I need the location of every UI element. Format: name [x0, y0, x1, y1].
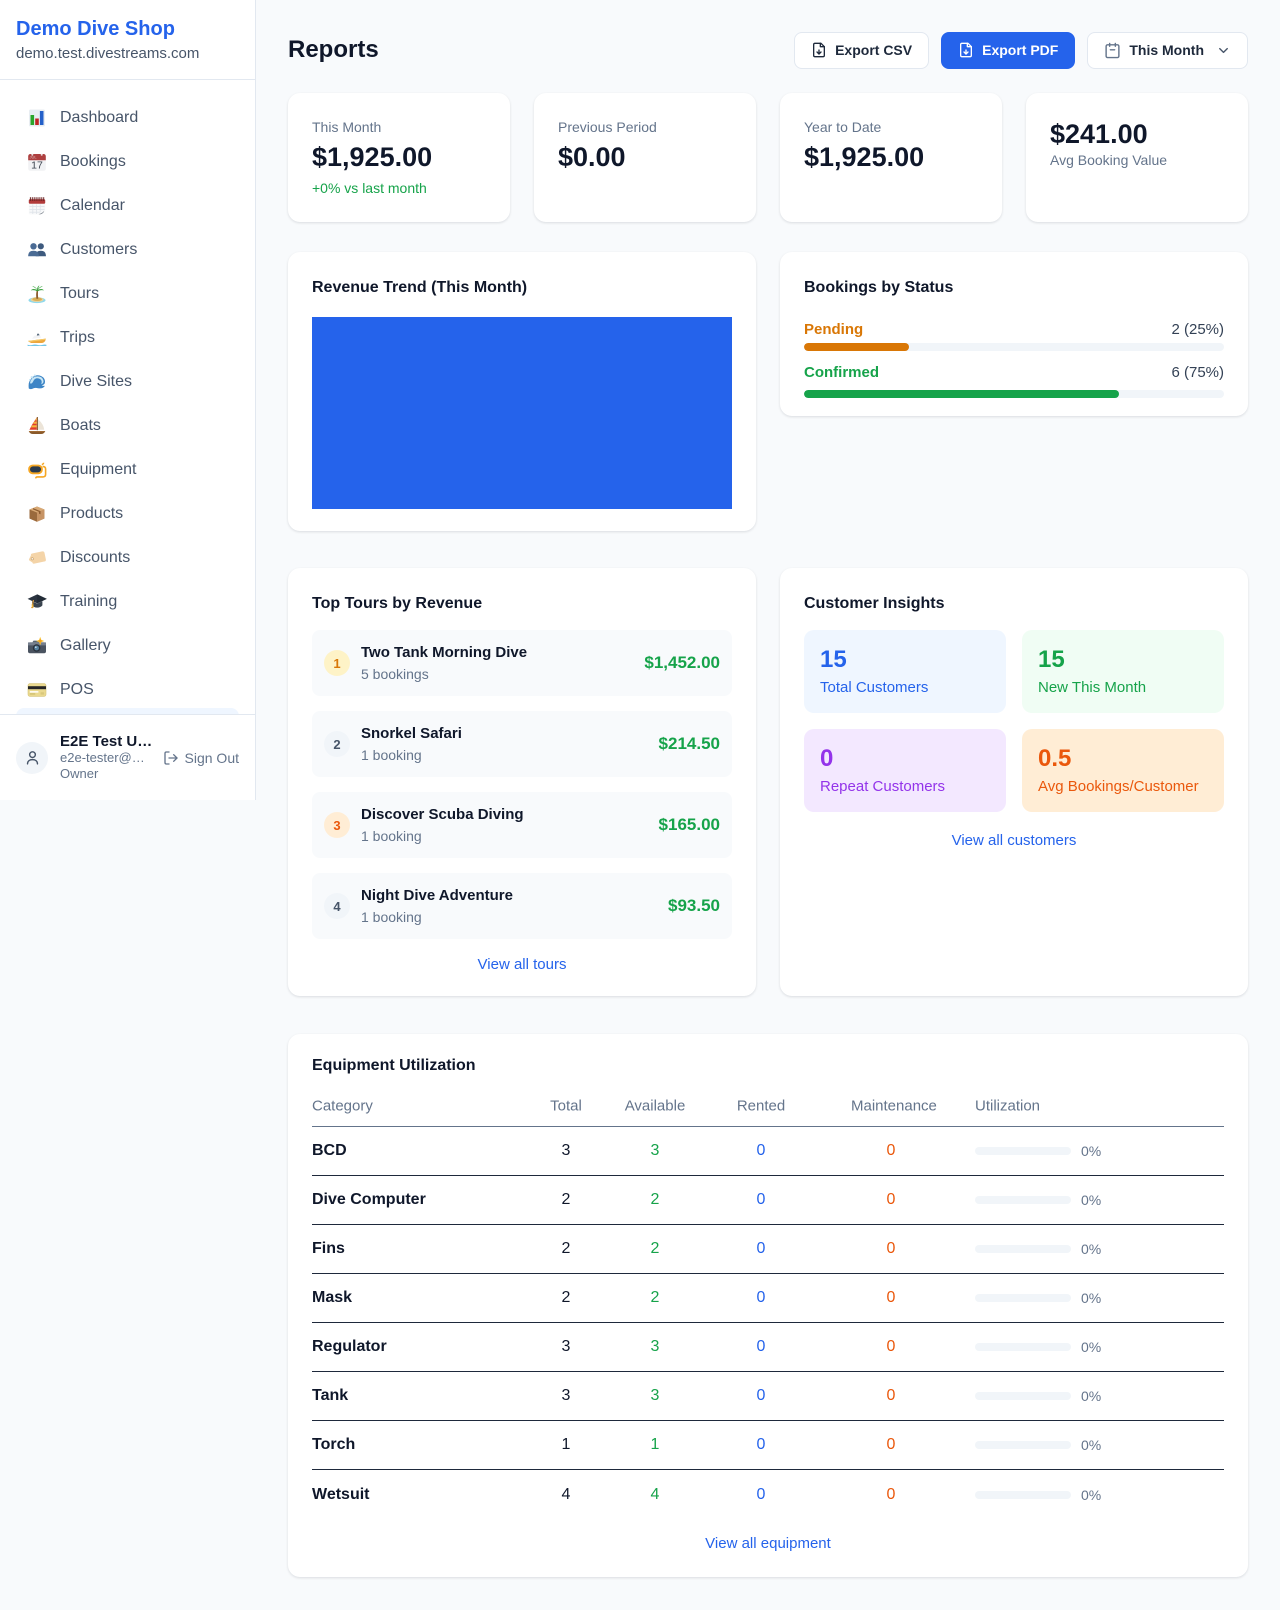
svg-text:17: 17 — [31, 160, 43, 172]
svg-text:JUL: JUL — [29, 155, 37, 160]
